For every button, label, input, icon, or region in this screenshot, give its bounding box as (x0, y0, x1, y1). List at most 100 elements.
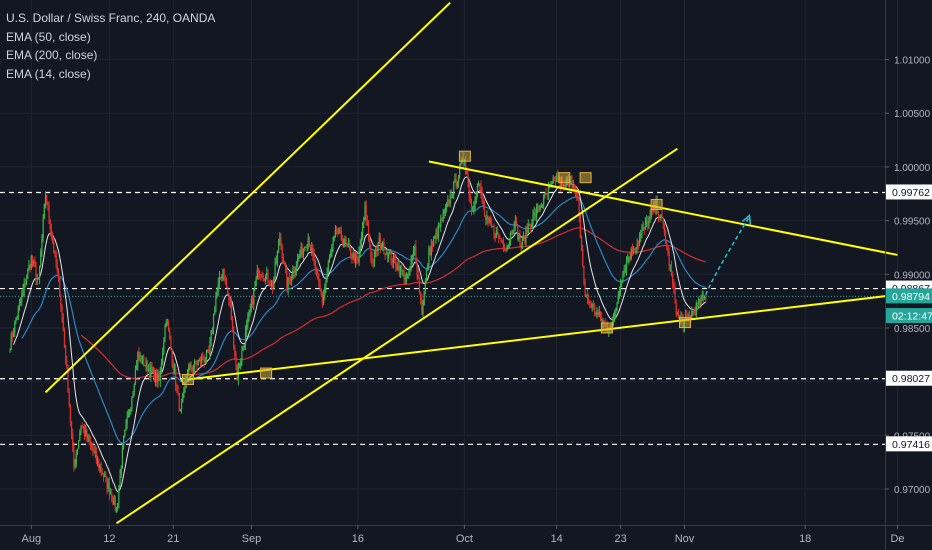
candle-body (101, 471, 103, 475)
candle-body (259, 274, 261, 276)
candle-body (549, 185, 551, 188)
candle-body (634, 251, 636, 253)
candle-body (80, 426, 82, 433)
candle-body (346, 243, 348, 245)
candle-body (569, 182, 571, 187)
pivot-highlight (579, 172, 592, 184)
candle-body (695, 303, 697, 315)
candle-body (479, 183, 481, 186)
candle-body (625, 260, 628, 271)
candle-body (227, 287, 229, 294)
candle-body (472, 208, 474, 211)
candle-body (100, 466, 102, 472)
candle-body (175, 368, 177, 386)
candle-body (240, 361, 242, 367)
candle-body (702, 295, 705, 298)
candle-body (201, 357, 203, 364)
candle-body (43, 203, 45, 219)
candle-body (146, 360, 148, 372)
y-tick-label: 0.99000 (894, 270, 931, 281)
candle-body (564, 184, 566, 187)
candle-body (667, 247, 669, 252)
candle-body (119, 474, 121, 488)
candle-body (448, 199, 450, 205)
candle-body (67, 366, 69, 393)
candle-body (143, 356, 145, 366)
candle-body (311, 247, 313, 251)
candle-body (37, 277, 39, 279)
candle-body (225, 279, 228, 288)
price-label-text: 0.98794 (892, 291, 930, 303)
candle-body (505, 249, 507, 251)
y-tick-label: 1.01000 (894, 56, 931, 67)
price-label-text: 0.98027 (892, 373, 930, 385)
candle-body (668, 251, 670, 266)
candle-body (534, 212, 536, 217)
projection-arrow (705, 218, 750, 295)
candle-body (190, 364, 192, 370)
x-tick-label: 21 (167, 533, 179, 545)
candle-body (285, 265, 287, 272)
candle-body (517, 225, 519, 240)
candle-body (255, 278, 257, 286)
candle-body (256, 270, 258, 279)
candle-body (106, 476, 108, 489)
candle-body (334, 230, 337, 237)
candle-body (591, 304, 593, 308)
symbol-title[interactable]: U.S. Dollar / Swiss Franc, 240, OANDA (6, 11, 216, 25)
indicator-ema-200[interactable]: EMA (200, close) (6, 48, 98, 62)
candle-body (700, 298, 702, 306)
candle-body (531, 223, 533, 228)
candle-body (373, 251, 376, 264)
candle-body (544, 193, 546, 196)
candle-body (382, 241, 384, 248)
candle-body (11, 334, 13, 338)
candle-body (266, 273, 268, 276)
candle-body (328, 256, 331, 263)
candle-body (672, 274, 674, 285)
candle-body (46, 195, 48, 204)
candle-body (573, 185, 576, 188)
candle-body (460, 162, 462, 166)
candle-body (467, 174, 469, 183)
candle-body (396, 267, 398, 271)
candle-body (319, 281, 321, 289)
candle-body (688, 315, 690, 317)
candle-body (474, 201, 476, 207)
candle-body (295, 266, 297, 272)
candle-body (429, 248, 431, 256)
candle-body (650, 209, 652, 214)
candle-body (75, 454, 77, 465)
candle-body (178, 393, 180, 412)
x-tick-label: Sep (242, 533, 262, 545)
candle-body (485, 215, 487, 220)
candle-body (446, 202, 448, 208)
candle-body (551, 182, 553, 185)
candle-body (294, 271, 296, 273)
candle-body (317, 270, 319, 275)
candle-body (436, 233, 438, 239)
candle-body (82, 426, 84, 429)
y-tick-label: 0.97000 (894, 485, 931, 496)
indicator-ema-14[interactable]: EMA (14, close) (6, 66, 91, 81)
candle-body (126, 417, 128, 424)
candle-body (326, 271, 328, 280)
candle-body (241, 350, 243, 362)
candle-body (337, 232, 339, 234)
candle-body (96, 459, 99, 461)
candle-body (189, 364, 191, 368)
candle-body (27, 270, 29, 279)
candle-body (578, 200, 580, 216)
candle-body (301, 246, 303, 256)
candle-body (673, 284, 675, 288)
candle-body (597, 312, 599, 315)
candle-body (220, 277, 222, 279)
candle-body (428, 248, 430, 266)
candle-body (315, 269, 318, 271)
candle-body (339, 229, 341, 232)
indicator-ema-50[interactable]: EMA (50, close) (6, 29, 91, 44)
candle-body (44, 195, 47, 204)
candle-body (38, 265, 41, 278)
